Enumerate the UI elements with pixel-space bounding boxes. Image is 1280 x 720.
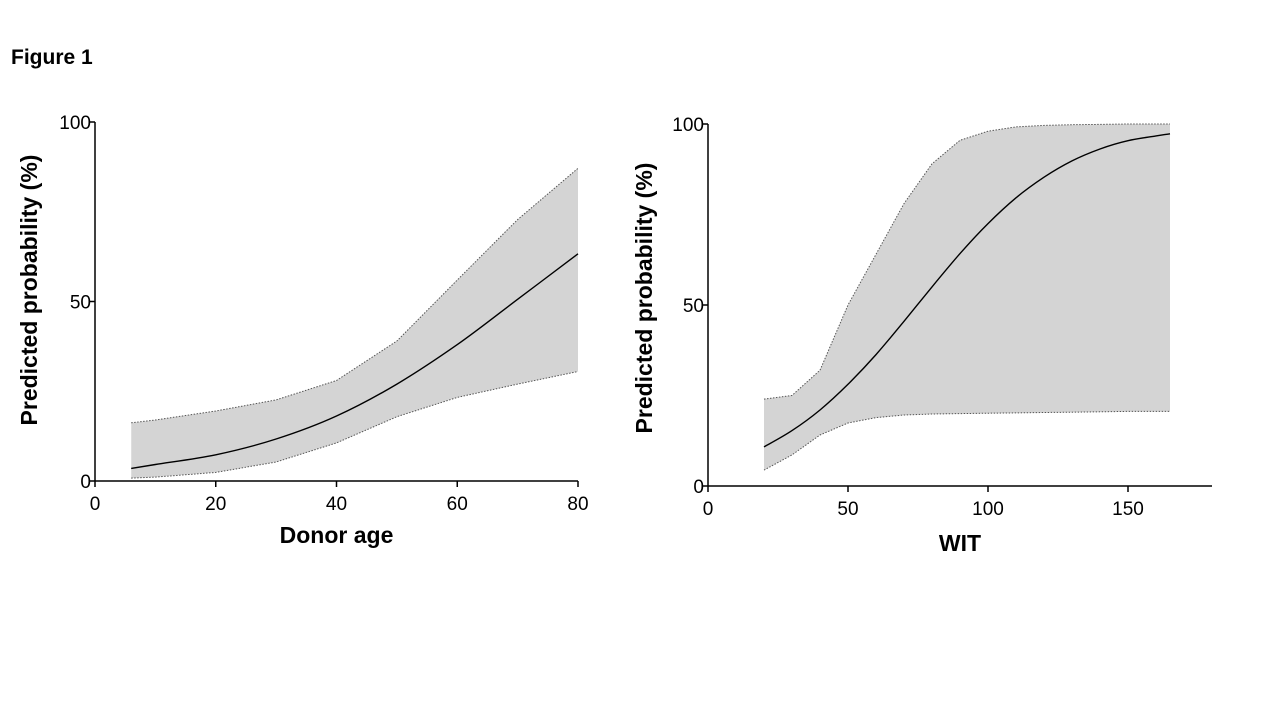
predicted-probability-line	[131, 253, 579, 470]
chart-panel-2: 0 50 100 150 0 50 100 WIT Predicted probability …	[631, 115, 1212, 556]
x-axis-title: WIT	[939, 530, 981, 556]
x-tick-label: 20	[205, 494, 226, 515]
x-tick-label: 80	[567, 494, 588, 515]
x-tick-label: 40	[326, 494, 347, 515]
x-tick-label: 0	[703, 499, 714, 520]
confidence-band	[131, 168, 578, 479]
y-tick-label: 0	[693, 477, 704, 498]
y-axis-title: Predicted probability (%)	[631, 163, 657, 434]
predicted-probability-line	[763, 133, 1171, 448]
x-tick-label: 0	[90, 494, 101, 515]
x-tick-label: 100	[972, 499, 1004, 520]
y-tick-label: 0	[80, 472, 91, 493]
lower-bound-line	[763, 410, 1170, 471]
figure-label: Figure 1	[11, 46, 93, 69]
x-tick-label: 50	[837, 499, 858, 520]
x-tick-label: 150	[1112, 499, 1144, 520]
y-tick-label: 50	[70, 293, 91, 314]
y-axis-title: Predicted probability (%)	[16, 155, 42, 426]
y-tick-label: 100	[59, 113, 91, 134]
x-axis-title: Donor age	[280, 522, 394, 548]
chart-panel-1: 0 20 40 60 80 0 50 100 Donor age Predicted probab…	[16, 113, 589, 548]
upper-bound-line	[131, 167, 579, 424]
y-tick-label: 100	[672, 115, 704, 136]
y-tick-label: 50	[683, 296, 704, 317]
confidence-band	[764, 124, 1170, 471]
x-tick-label: 60	[447, 494, 468, 515]
